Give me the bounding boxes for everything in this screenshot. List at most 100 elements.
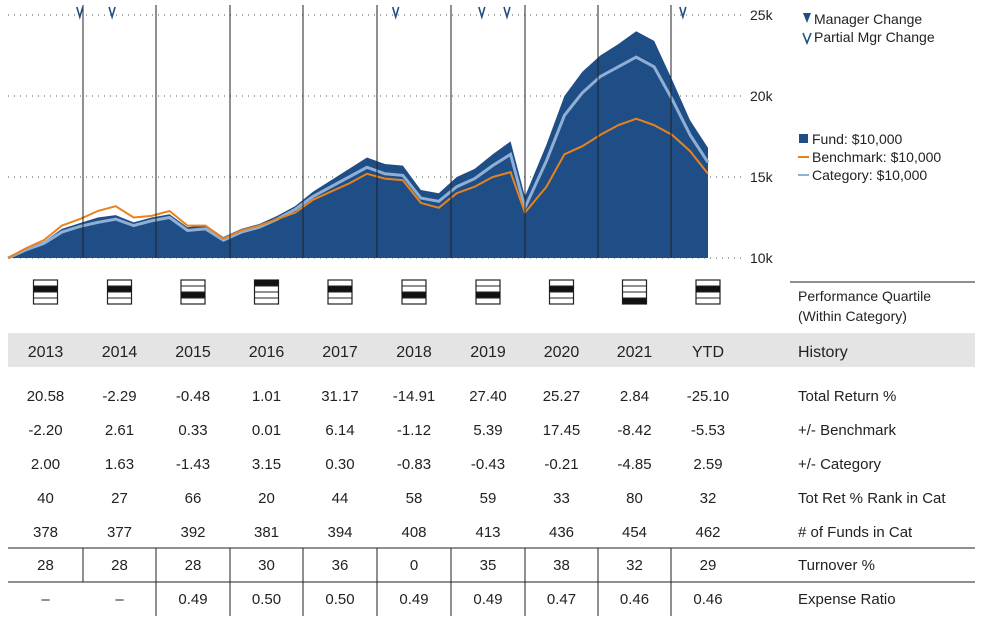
partial-manager-change-marker — [108, 6, 116, 20]
table-cell: 33 — [553, 490, 570, 507]
table-cell: 38 — [553, 557, 570, 574]
table-cell: 377 — [107, 524, 132, 541]
row-label: Total Return % — [798, 388, 896, 405]
partial-manager-change-marker — [76, 6, 84, 20]
table-cell: 0.33 — [178, 422, 207, 439]
quartile-fill — [402, 292, 426, 298]
row-label: Tot Ret % Rank in Cat — [798, 490, 946, 507]
table-cell: 462 — [695, 524, 720, 541]
table-cell: -1.12 — [397, 422, 431, 439]
history-header-band — [8, 333, 975, 367]
row-label: +/- Category — [798, 456, 881, 473]
partial-manager-change-marker — [503, 6, 511, 20]
quartile-label-line2: (Within Category) — [798, 308, 907, 324]
table-cell: 2.00 — [31, 456, 60, 473]
year-header: 2018 — [396, 344, 432, 361]
table-cell: -8.42 — [617, 422, 651, 439]
table-cell: 5.39 — [473, 422, 502, 439]
table-cell: 40 — [37, 490, 54, 507]
table-cell: 66 — [185, 490, 202, 507]
table-cell: 17.45 — [543, 422, 581, 439]
table-cell: -0.83 — [397, 456, 431, 473]
legend-fund: Fund: $10,000 — [812, 131, 903, 147]
partial-mgr-change-icon — [802, 32, 812, 46]
year-header: 2020 — [544, 344, 580, 361]
table-cell: -25.10 — [687, 388, 730, 405]
quartile-fill — [107, 286, 132, 292]
table-cell: 381 — [254, 524, 279, 541]
legend-fund-swatch — [799, 134, 808, 143]
year-header: 2017 — [322, 344, 358, 361]
quartile-icon — [106, 279, 133, 305]
quartile-label-line1: Performance Quartile — [798, 288, 931, 304]
category-line — [7, 55, 710, 260]
quartile-fill — [181, 292, 205, 298]
table-cell: 0.50 — [252, 591, 281, 608]
quartile-fill — [328, 286, 352, 292]
table-cell: – — [41, 591, 50, 608]
table-cell: 0.01 — [252, 422, 281, 439]
table-cell: -0.48 — [176, 388, 210, 405]
table-cell: 20.58 — [27, 388, 65, 405]
table-cell: 35 — [480, 557, 497, 574]
quartile-icon — [401, 279, 427, 305]
table-cell: 408 — [401, 524, 426, 541]
table-cell: 454 — [622, 524, 647, 541]
quartile-icon — [327, 279, 353, 305]
table-cell: 0 — [410, 557, 418, 574]
table-cell: 2.61 — [105, 422, 134, 439]
table-cell: 1.63 — [105, 456, 134, 473]
table-cell: 31.17 — [321, 388, 359, 405]
table-cell: 0.49 — [399, 591, 428, 608]
table-cell: -2.29 — [102, 388, 136, 405]
quartile-icon — [180, 279, 206, 305]
table-cell: 30 — [258, 557, 275, 574]
quartile-icon — [253, 279, 280, 305]
table-cell: 3.15 — [252, 456, 281, 473]
table-cell: -4.85 — [617, 456, 651, 473]
quartile-fill — [254, 280, 279, 286]
table-cell: 1.01 — [252, 388, 281, 405]
legend-category: Category: $10,000 — [812, 167, 927, 183]
table-cell: 413 — [475, 524, 500, 541]
table-cell: 2.84 — [620, 388, 649, 405]
table-cell: 436 — [549, 524, 574, 541]
quartile-fill — [476, 292, 500, 298]
table-cell: 6.14 — [325, 422, 354, 439]
quartile-fill — [33, 286, 58, 292]
partial-manager-change-marker — [478, 6, 486, 20]
year-header: 2015 — [175, 344, 211, 361]
table-cell: 59 — [480, 490, 497, 507]
quartile-fill — [622, 298, 647, 304]
partial-manager-change-marker — [391, 6, 400, 20]
table-cell: -14.91 — [393, 388, 436, 405]
table-cell: 44 — [332, 490, 349, 507]
y-tick-label: 10k — [750, 250, 774, 266]
quartile-fill — [549, 286, 574, 292]
table-cell: 0.49 — [178, 591, 207, 608]
partial-manager-change-marker — [679, 6, 687, 20]
table-cell: -1.43 — [176, 456, 210, 473]
table-cell: 27 — [111, 490, 128, 507]
quartile-icon — [548, 279, 575, 305]
benchmark-line — [7, 117, 709, 259]
table-cell: – — [115, 591, 124, 608]
table-cell: 0.46 — [693, 591, 722, 608]
quartile-icon — [32, 279, 59, 305]
table-cell: 378 — [33, 524, 58, 541]
year-header: 2016 — [249, 344, 285, 361]
y-tick-label: 15k — [750, 169, 774, 185]
quartile-fill — [696, 286, 720, 292]
row-label: +/- Benchmark — [798, 422, 896, 439]
table-cell: -0.43 — [471, 456, 505, 473]
table-cell: 32 — [626, 557, 643, 574]
table-cell: 0.49 — [473, 591, 502, 608]
quartile-icon — [695, 279, 721, 305]
table-cell: 2.59 — [693, 456, 722, 473]
y-tick-label: 20k — [750, 88, 774, 104]
quartile-icon — [621, 279, 648, 305]
table-cell: -2.20 — [28, 422, 62, 439]
row-label: # of Funds in Cat — [798, 524, 913, 541]
